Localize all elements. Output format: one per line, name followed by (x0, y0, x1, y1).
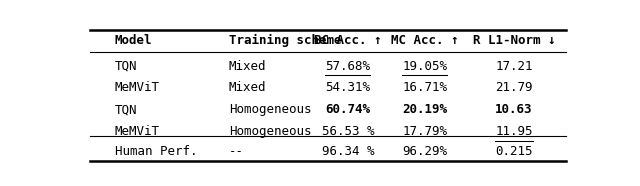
Text: Homogeneous: Homogeneous (229, 125, 311, 138)
Text: 19.05%: 19.05% (402, 60, 447, 73)
Text: 21.79: 21.79 (495, 81, 532, 94)
Text: Model: Model (115, 34, 152, 47)
Text: MeMViT: MeMViT (115, 125, 160, 138)
Text: Mixed: Mixed (229, 60, 266, 73)
Text: Mixed: Mixed (229, 81, 266, 94)
Text: 10.63: 10.63 (495, 103, 532, 116)
Text: R L1-Norm ↓: R L1-Norm ↓ (473, 34, 556, 47)
Text: 96.34 %: 96.34 % (321, 145, 374, 158)
Text: BC Acc. ↑: BC Acc. ↑ (314, 34, 381, 47)
Text: Homogeneous: Homogeneous (229, 103, 311, 116)
Text: 57.68%: 57.68% (325, 60, 371, 73)
Text: 54.31%: 54.31% (325, 81, 371, 94)
Text: 17.79%: 17.79% (402, 125, 447, 138)
Text: Human Perf.: Human Perf. (115, 145, 197, 158)
Text: MeMViT: MeMViT (115, 81, 160, 94)
Text: 0.215: 0.215 (495, 145, 532, 158)
Text: 56.53 %: 56.53 % (321, 125, 374, 138)
Text: 16.71%: 16.71% (402, 81, 447, 94)
Text: 96.29%: 96.29% (402, 145, 447, 158)
Text: 60.74%: 60.74% (325, 103, 371, 116)
Text: TQN: TQN (115, 103, 137, 116)
Text: --: -- (229, 145, 244, 158)
Text: 20.19%: 20.19% (402, 103, 447, 116)
Text: 17.21: 17.21 (495, 60, 532, 73)
Text: 11.95: 11.95 (495, 125, 532, 138)
Text: Training scheme: Training scheme (229, 34, 341, 47)
Text: MC Acc. ↑: MC Acc. ↑ (391, 34, 458, 47)
Text: TQN: TQN (115, 60, 137, 73)
